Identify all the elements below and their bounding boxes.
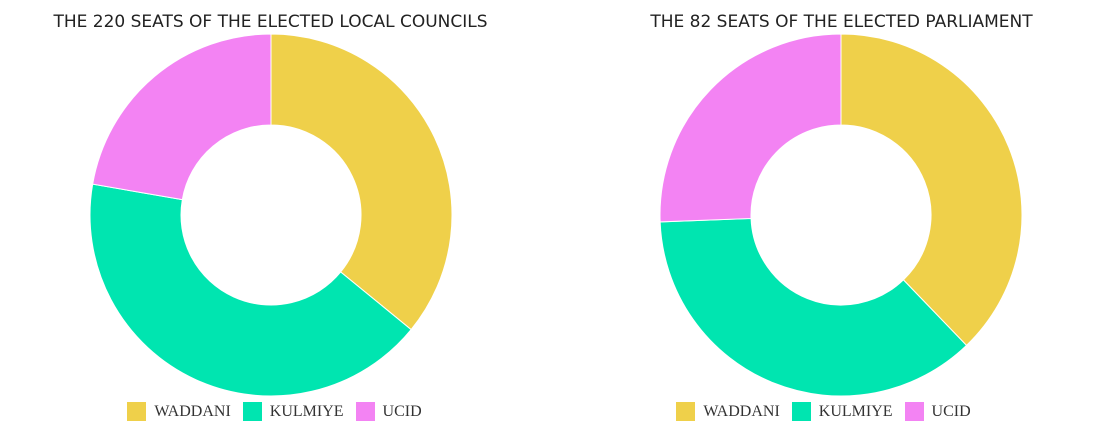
- legend-label: KULMIYE: [269, 402, 344, 420]
- donut-slice-ucid[interactable]: [92, 33, 272, 201]
- legend-label: UCID: [931, 402, 971, 420]
- legend-item-ucid[interactable]: UCID: [355, 402, 422, 421]
- legend-swatch: [791, 402, 811, 421]
- legend-swatch: [127, 402, 147, 421]
- legend-item-kulmiye[interactable]: KULMIYE: [242, 402, 344, 421]
- donut-chart-svg: [89, 33, 453, 397]
- donut-slice-waddani[interactable]: [840, 33, 1023, 347]
- legend-label: KULMIYE: [818, 402, 893, 420]
- donut-slice-kulmiye[interactable]: [659, 217, 968, 397]
- legend-swatch: [355, 402, 375, 421]
- donut-slice-ucid[interactable]: [659, 33, 842, 223]
- legend-swatch: [904, 402, 924, 421]
- donut-slice-kulmiye[interactable]: [89, 183, 412, 397]
- legend-label: WADDANI: [703, 402, 780, 420]
- legend-item-ucid[interactable]: UCID: [904, 402, 971, 421]
- chart-title: THE 220 SEATS OF THE ELECTED LOCAL COUNC…: [53, 12, 488, 32]
- legend-item-kulmiye[interactable]: KULMIYE: [791, 402, 893, 421]
- chart-legend: WADDANI KULMIYE UCID: [0, 402, 549, 421]
- legend-swatch: [676, 402, 696, 421]
- chart-legend: WADDANI KULMIYE UCID: [549, 402, 1098, 421]
- legend-label: WADDANI: [154, 402, 231, 420]
- donut-chart-svg: [659, 33, 1023, 397]
- parliament-chart: THE 82 SEATS OF THE ELECTED PARLIAMENT W…: [549, 0, 1098, 443]
- legend-label: UCID: [382, 402, 422, 420]
- local-councils-chart: THE 220 SEATS OF THE ELECTED LOCAL COUNC…: [0, 12, 549, 421]
- legend-swatch: [242, 402, 262, 421]
- legend-item-waddani[interactable]: WADDANI: [676, 402, 780, 421]
- chart-title: THE 82 SEATS OF THE ELECTED PARLIAMENT: [650, 12, 1033, 32]
- donut-slice-waddani[interactable]: [270, 33, 453, 331]
- legend-item-waddani[interactable]: WADDANI: [127, 402, 231, 421]
